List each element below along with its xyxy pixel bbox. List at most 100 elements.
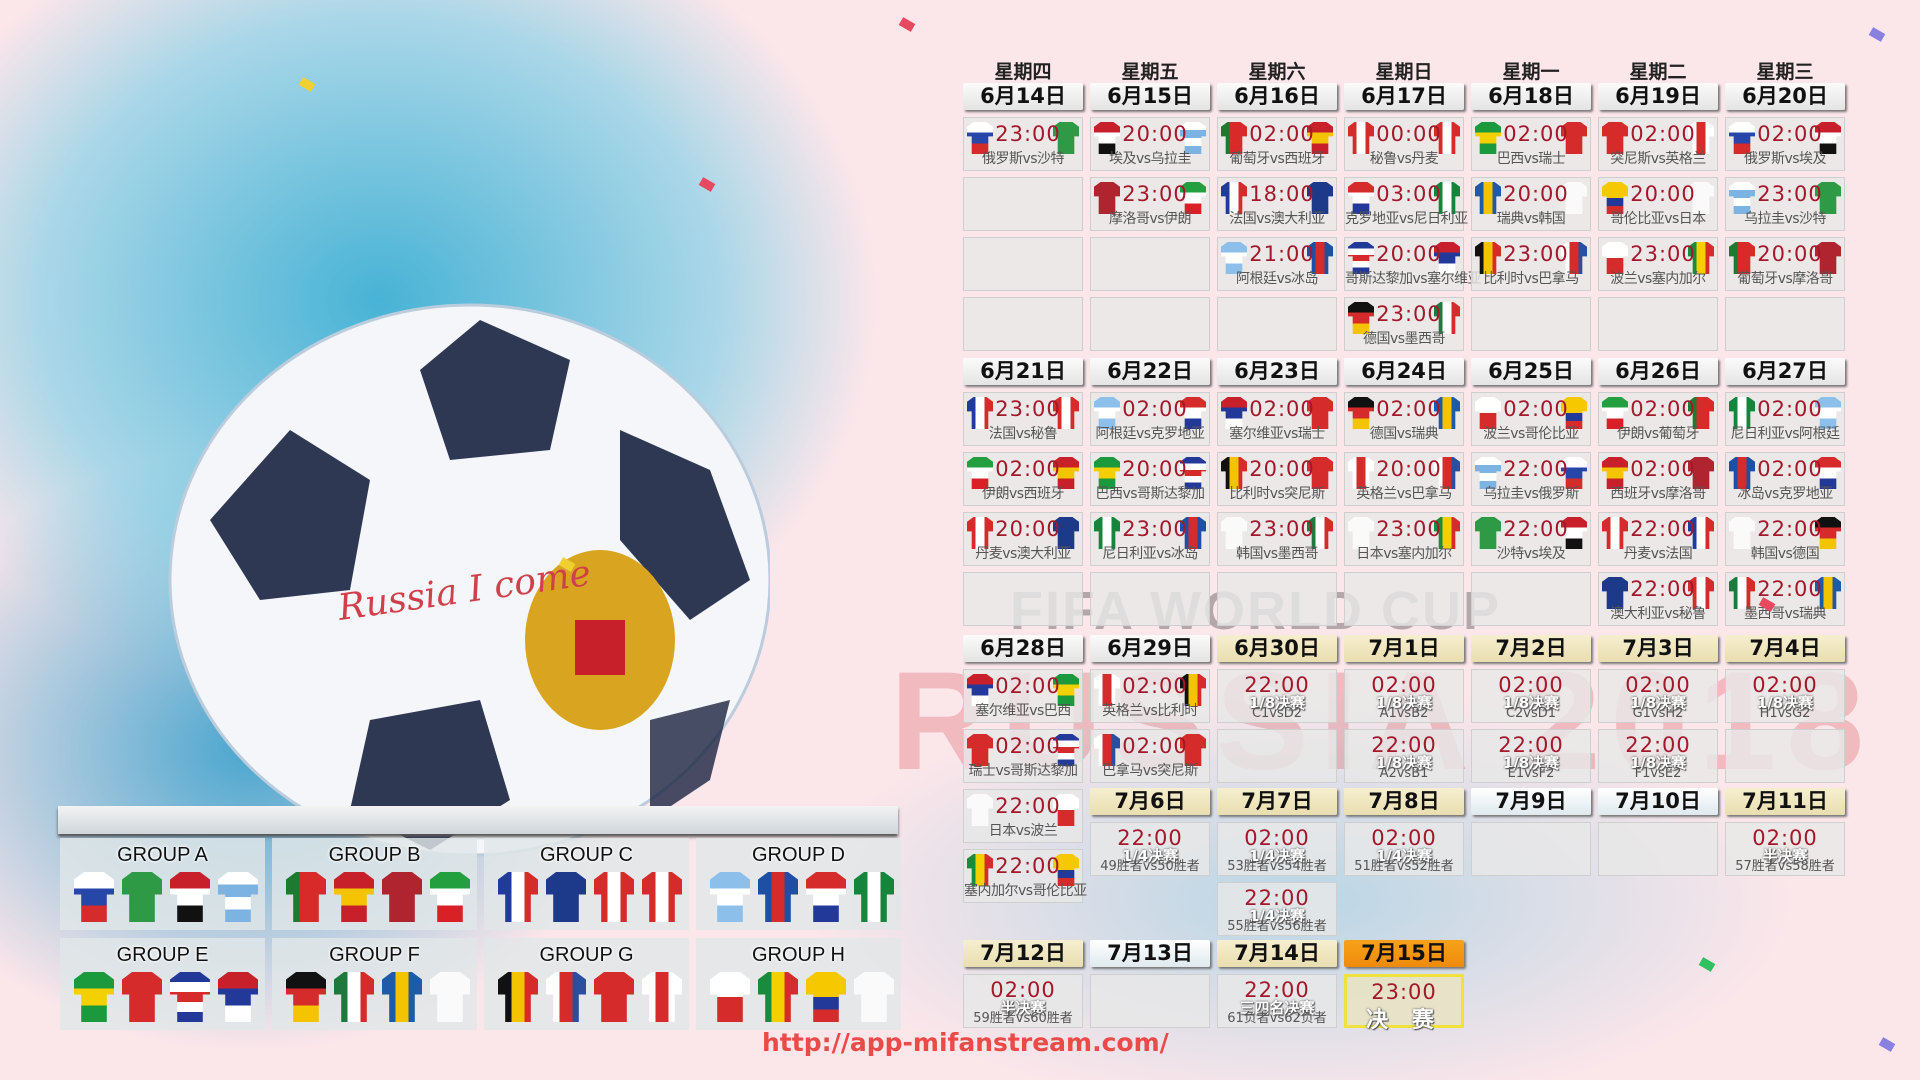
match-cell[interactable]: 22:00 1/8决赛 F1vsE2 — [1598, 729, 1718, 783]
match-cell[interactable]: 02:00 尼日利亚vs阿根廷 — [1725, 392, 1845, 446]
group-name: GROUP A — [117, 844, 208, 866]
empty-slot — [1725, 729, 1845, 783]
match-cell[interactable]: 22:00 丹麦vs法国 — [1598, 512, 1718, 566]
match-cell[interactable]: 22:00 1/8决赛 C1vsD2 — [1217, 669, 1337, 723]
match-cell[interactable]: 20:00 巴西vs哥斯达黎加 — [1090, 452, 1210, 506]
match-cell[interactable]: 23:00 法国vs秘鲁 — [963, 392, 1083, 446]
match-cell[interactable]: 02:00 巴拿马vs突尼斯 — [1090, 729, 1210, 783]
jersey-icon — [170, 872, 210, 922]
match-cell[interactable]: 23:00 俄罗斯vs沙特 — [963, 117, 1083, 171]
match-cell[interactable]: 02:00 巴西vs瑞士 — [1471, 117, 1591, 171]
match-teams: 丹麦vs澳大利亚 — [975, 546, 1071, 562]
match-cell[interactable]: 23:00 尼日利亚vs冰岛 — [1090, 512, 1210, 566]
match-teams: 日本vs塞内加尔 — [1356, 546, 1452, 562]
match-time: 20:00 — [1249, 457, 1315, 481]
match-time: 02:00 — [1503, 122, 1569, 146]
match-cell[interactable]: 23:00 比利时vs巴拿马 — [1471, 237, 1591, 291]
match-time: 21:00 — [1249, 242, 1315, 266]
match-cell[interactable]: 02:00 德国vs瑞典 — [1344, 392, 1464, 446]
match-cell[interactable]: 02:00 塞尔维亚vs巴西 — [963, 669, 1083, 723]
empty-slot — [1217, 729, 1337, 783]
match-cell[interactable]: 21:00 阿根廷vs冰岛 — [1217, 237, 1337, 291]
match-cell[interactable]: 20:00 比利时vs突尼斯 — [1217, 452, 1337, 506]
group-name: GROUP D — [752, 844, 845, 866]
match-pairing: E1vsF2 — [1507, 766, 1555, 781]
match-time: 02:00 — [1371, 673, 1437, 697]
match-cell[interactable]: 20:00 瑞典vs韩国 — [1471, 177, 1591, 231]
match-cell[interactable]: 22:00 1/4决赛 49胜者vs50胜者 — [1090, 822, 1210, 876]
match-stage: 半决赛 — [1000, 999, 1046, 1017]
match-time: 02:00 — [1122, 397, 1188, 421]
match-cell[interactable]: 02:00 阿根廷vs克罗地亚 — [1090, 392, 1210, 446]
match-stage: 决 赛 — [1366, 1008, 1442, 1033]
match-cell[interactable]: 22:00 1/8决赛 E1vsF2 — [1471, 729, 1591, 783]
match-cell[interactable]: 02:00 伊朗vs西班牙 — [963, 452, 1083, 506]
match-cell[interactable]: 20:00 哥斯达黎加vs塞尔维亚 — [1344, 237, 1482, 291]
match-teams: 尼日利亚vs阿根廷 — [1730, 426, 1840, 442]
match-teams: 瑞士vs哥斯达黎加 — [968, 763, 1078, 779]
date-header: 6月17日 — [1344, 83, 1464, 110]
match-cell[interactable]: 23:00 乌拉圭vs沙特 — [1725, 177, 1845, 231]
jersey-icon — [594, 872, 634, 922]
date-header: 6月24日 — [1344, 358, 1464, 385]
match-time: 02:00 — [1371, 826, 1437, 850]
match-cell[interactable]: 02:00 1/8决赛 C2vsD1 — [1471, 669, 1591, 723]
website-url-link[interactable]: http://app-mifanstream.com/ — [762, 1028, 1169, 1057]
match-cell[interactable]: 02:00 1/8决赛 H1vsG2 — [1725, 669, 1845, 723]
match-cell[interactable]: 02:00 1/8决赛 G1vsH2 — [1598, 669, 1718, 723]
match-cell[interactable]: 02:00 半决赛 59胜者vs60胜者 — [963, 974, 1083, 1028]
match-cell[interactable]: 20:00 埃及vs乌拉圭 — [1090, 117, 1210, 171]
match-pairing: 51胜者vs52胜者 — [1354, 859, 1454, 874]
match-cell[interactable]: 22:00 墨西哥vs瑞典 — [1725, 572, 1845, 626]
match-cell[interactable]: 02:00 瑞士vs哥斯达黎加 — [963, 729, 1083, 783]
match-cell[interactable]: 18:00 法国vs澳大利亚 — [1217, 177, 1337, 231]
match-cell[interactable]: 22:00 三四名决赛 61负者vs62负者 — [1217, 974, 1337, 1028]
empty-slot — [1471, 572, 1591, 626]
match-cell[interactable]: 23:00 德国vs墨西哥 — [1344, 297, 1464, 351]
match-time: 23:00 — [1249, 517, 1315, 541]
match-cell[interactable]: 00:00 秘鲁vs丹麦 — [1344, 117, 1464, 171]
match-cell[interactable]: 22:00 日本vs波兰 — [963, 789, 1083, 843]
match-cell[interactable]: 02:00 冰岛vs克罗地亚 — [1725, 452, 1845, 506]
match-teams: 波兰vs哥伦比亚 — [1483, 426, 1579, 442]
match-cell[interactable]: 23:00 摩洛哥vs伊朗 — [1090, 177, 1210, 231]
match-cell[interactable]: 02:00 1/8决赛 A1vsB2 — [1344, 669, 1464, 723]
match-pairing: F1vsE2 — [1634, 766, 1682, 781]
match-stage: 1/4决赛 — [1121, 847, 1179, 865]
match-cell[interactable]: 20:00 哥伦比亚vs日本 — [1598, 177, 1718, 231]
match-cell[interactable]: 02:00 英格兰vs比利时 — [1090, 669, 1210, 723]
match-cell[interactable]: 22:00 澳大利亚vs秘鲁 — [1598, 572, 1718, 626]
match-cell[interactable]: 20:00 葡萄牙vs摩洛哥 — [1725, 237, 1845, 291]
match-cell[interactable]: 02:00 1/4决赛 51胜者vs52胜者 — [1344, 822, 1464, 876]
match-cell[interactable]: 02:00 俄罗斯vs埃及 — [1725, 117, 1845, 171]
date-header: 7月14日 — [1217, 940, 1337, 967]
match-cell[interactable]: 02:00 半决赛 57胜者vs58胜者 — [1725, 822, 1845, 876]
match-cell[interactable]: 02:00 塞尔维亚vs瑞士 — [1217, 392, 1337, 446]
match-cell[interactable]: 20:00 英格兰vs巴拿马 — [1344, 452, 1464, 506]
match-cell[interactable]: 22:00 韩国vs德国 — [1725, 512, 1845, 566]
confetti-decoration — [1878, 1037, 1896, 1052]
match-cell[interactable]: 02:00 1/4决赛 53胜者vs54胜者 — [1217, 822, 1337, 876]
match-cell[interactable]: 02:00 波兰vs哥伦比亚 — [1471, 392, 1591, 446]
match-cell[interactable]: 22:00 乌拉圭vs俄罗斯 — [1471, 452, 1591, 506]
match-time: 22:00 — [1757, 517, 1823, 541]
match-cell[interactable]: 02:00 伊朗vs葡萄牙 — [1598, 392, 1718, 446]
match-cell[interactable]: 02:00 葡萄牙vs西班牙 — [1217, 117, 1337, 171]
jersey-icon — [642, 872, 682, 922]
match-cell[interactable]: 23:00 日本vs塞内加尔 — [1344, 512, 1464, 566]
match-cell[interactable]: 22:00 塞内加尔vs哥伦比亚 — [963, 849, 1087, 903]
match-cell[interactable]: 20:00 丹麦vs澳大利亚 — [963, 512, 1083, 566]
match-stage: 1/4决赛 — [1248, 907, 1306, 925]
match-cell[interactable]: 02:00 西班牙vs摩洛哥 — [1598, 452, 1718, 506]
match-cell[interactable]: 22:00 1/8决赛 A2vsB1 — [1344, 729, 1464, 783]
match-cell[interactable]: 22:00 沙特vs埃及 — [1471, 512, 1591, 566]
match-cell[interactable]: 22:00 1/4决赛 55胜者vs56胜者 — [1217, 882, 1337, 936]
match-cell[interactable]: 23:00 波兰vs塞内加尔 — [1598, 237, 1718, 291]
match-cell[interactable]: 03:00 克罗地亚vs尼日利亚 — [1344, 177, 1468, 231]
date-header: 6月16日 — [1217, 83, 1337, 110]
match-cell[interactable]: 02:00 突尼斯vs英格兰 — [1598, 117, 1718, 171]
date-header: 7月9日 — [1471, 788, 1591, 815]
match-cell[interactable]: 23:00 决 赛 — [1344, 974, 1464, 1033]
match-cell[interactable]: 23:00 韩国vs墨西哥 — [1217, 512, 1337, 566]
match-time: 02:00 — [1122, 674, 1188, 698]
